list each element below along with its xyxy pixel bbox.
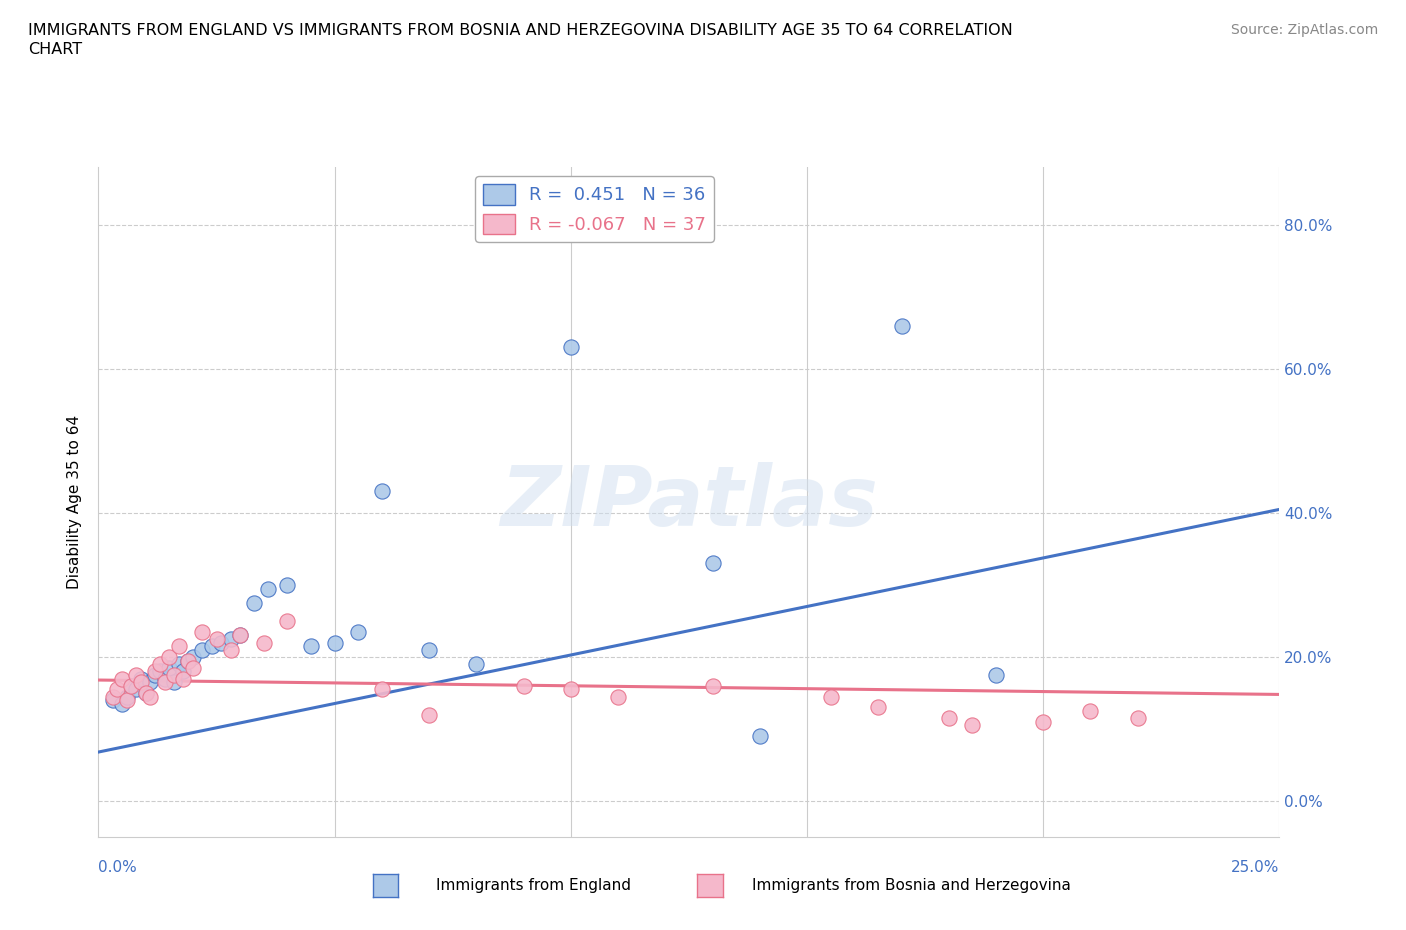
Point bbox=[167, 639, 190, 654]
Point bbox=[890, 318, 912, 333]
Point bbox=[153, 671, 176, 686]
Point bbox=[243, 595, 266, 610]
Point bbox=[181, 649, 204, 664]
Point bbox=[962, 718, 984, 733]
Point bbox=[111, 697, 134, 711]
Point bbox=[702, 678, 724, 693]
Point bbox=[1032, 714, 1054, 729]
Point bbox=[371, 682, 394, 697]
Point bbox=[121, 678, 143, 693]
Point bbox=[111, 671, 134, 686]
Point bbox=[125, 668, 148, 683]
Point bbox=[748, 729, 770, 744]
Point bbox=[191, 624, 214, 639]
Legend: R =  0.451   N = 36, R = -0.067   N = 37: R = 0.451 N = 36, R = -0.067 N = 37 bbox=[475, 177, 714, 242]
Y-axis label: Disability Age 35 to 64: Disability Age 35 to 64 bbox=[67, 415, 83, 590]
Text: CHART: CHART bbox=[28, 42, 82, 57]
Point bbox=[219, 631, 242, 646]
Point bbox=[702, 556, 724, 571]
Point bbox=[129, 675, 152, 690]
Point bbox=[1126, 711, 1149, 725]
Point bbox=[371, 484, 394, 498]
Point bbox=[115, 689, 138, 704]
Point bbox=[465, 657, 488, 671]
Point bbox=[323, 635, 346, 650]
Point bbox=[157, 660, 180, 675]
Text: Immigrants from England: Immigrants from England bbox=[436, 878, 631, 893]
Text: Immigrants from Bosnia and Herzegovina: Immigrants from Bosnia and Herzegovina bbox=[752, 878, 1071, 893]
Point bbox=[560, 682, 582, 697]
Point bbox=[149, 657, 172, 671]
Point bbox=[143, 664, 166, 679]
Point bbox=[139, 675, 162, 690]
Text: ZIPatlas: ZIPatlas bbox=[501, 461, 877, 543]
Text: 0.0%: 0.0% bbox=[98, 860, 138, 875]
Point bbox=[257, 581, 280, 596]
Point bbox=[105, 682, 128, 697]
Point bbox=[135, 685, 157, 700]
Point bbox=[205, 631, 228, 646]
Point bbox=[866, 700, 889, 715]
Point bbox=[177, 653, 200, 668]
Point bbox=[418, 643, 440, 658]
Point bbox=[229, 628, 252, 643]
Point bbox=[125, 682, 148, 697]
Point bbox=[347, 624, 370, 639]
Point bbox=[101, 693, 124, 708]
Text: 25.0%: 25.0% bbox=[1232, 860, 1279, 875]
Point bbox=[607, 689, 630, 704]
Point bbox=[276, 578, 298, 592]
Point bbox=[299, 639, 322, 654]
Point bbox=[219, 643, 242, 658]
Point bbox=[201, 639, 224, 654]
Point bbox=[101, 689, 124, 704]
Point bbox=[121, 678, 143, 693]
Point bbox=[129, 671, 152, 686]
Point bbox=[229, 628, 252, 643]
Point bbox=[163, 675, 186, 690]
Point bbox=[163, 668, 186, 683]
Point bbox=[1080, 704, 1102, 719]
Point bbox=[172, 671, 194, 686]
Point bbox=[157, 649, 180, 664]
Point bbox=[984, 668, 1007, 683]
Point bbox=[177, 653, 200, 668]
Point bbox=[191, 643, 214, 658]
Point bbox=[512, 678, 534, 693]
Point bbox=[276, 614, 298, 629]
Text: IMMIGRANTS FROM ENGLAND VS IMMIGRANTS FROM BOSNIA AND HERZEGOVINA DISABILITY AGE: IMMIGRANTS FROM ENGLAND VS IMMIGRANTS FR… bbox=[28, 23, 1012, 38]
Point bbox=[820, 689, 842, 704]
Point bbox=[181, 660, 204, 675]
Point bbox=[139, 689, 162, 704]
Point bbox=[209, 635, 232, 650]
Point bbox=[135, 685, 157, 700]
Point bbox=[172, 664, 194, 679]
Point bbox=[149, 664, 172, 679]
Point bbox=[115, 693, 138, 708]
Point bbox=[560, 340, 582, 355]
Point bbox=[167, 657, 190, 671]
Point bbox=[418, 707, 440, 722]
Point bbox=[153, 675, 176, 690]
Text: Source: ZipAtlas.com: Source: ZipAtlas.com bbox=[1230, 23, 1378, 37]
Point bbox=[143, 668, 166, 683]
Point bbox=[938, 711, 960, 725]
Point bbox=[253, 635, 276, 650]
